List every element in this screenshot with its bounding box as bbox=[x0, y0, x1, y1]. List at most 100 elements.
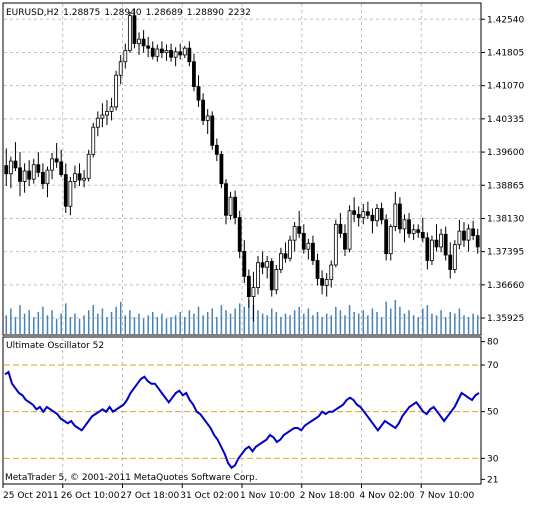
candle[interactable] bbox=[173, 47, 178, 67]
candle[interactable] bbox=[100, 103, 105, 128]
candle[interactable] bbox=[118, 54, 123, 85]
candle[interactable] bbox=[123, 43, 128, 69]
candle[interactable] bbox=[297, 210, 302, 238]
candle[interactable] bbox=[4, 148, 9, 186]
candle[interactable] bbox=[315, 253, 320, 286]
candle[interactable] bbox=[109, 97, 114, 121]
candle[interactable] bbox=[77, 163, 82, 186]
candle[interactable] bbox=[196, 75, 201, 107]
candle[interactable] bbox=[210, 111, 215, 150]
candle[interactable] bbox=[228, 191, 233, 220]
candle[interactable] bbox=[201, 93, 205, 125]
candle[interactable] bbox=[105, 100, 109, 125]
candle[interactable] bbox=[187, 41, 192, 67]
candle[interactable] bbox=[95, 111, 100, 137]
oscillator-pane[interactable]: Ultimate Oscillator 52 MetaTrader 5, © 2… bbox=[2, 336, 482, 485]
candle[interactable] bbox=[379, 202, 384, 225]
candle[interactable] bbox=[146, 36, 151, 58]
candle[interactable] bbox=[260, 251, 265, 275]
candle[interactable] bbox=[375, 204, 379, 227]
candle[interactable] bbox=[155, 44, 160, 62]
candle[interactable] bbox=[251, 271, 256, 322]
candle[interactable] bbox=[150, 41, 155, 60]
candle[interactable] bbox=[288, 235, 292, 262]
candle[interactable] bbox=[416, 224, 421, 238]
candle[interactable] bbox=[127, 12, 132, 53]
candle[interactable] bbox=[31, 158, 36, 184]
candle[interactable] bbox=[306, 238, 311, 260]
candle[interactable] bbox=[160, 41, 164, 59]
candle[interactable] bbox=[407, 213, 411, 238]
candle[interactable] bbox=[356, 206, 361, 227]
candle[interactable] bbox=[457, 219, 462, 250]
oscillator-axis[interactable]: 80 70 50 30 21 bbox=[481, 338, 499, 486]
oscillator-line[interactable] bbox=[4, 370, 480, 470]
candle[interactable] bbox=[219, 151, 224, 189]
candle[interactable] bbox=[246, 269, 251, 308]
candle[interactable] bbox=[292, 222, 297, 252]
time-axis[interactable]: 25 Oct 2011 26 Oct 10:00 27 Oct 18:00 31 Oc… bbox=[2, 484, 474, 501]
candle[interactable] bbox=[333, 219, 338, 268]
candle[interactable] bbox=[311, 235, 315, 265]
candle[interactable] bbox=[434, 224, 439, 252]
candle[interactable] bbox=[370, 208, 375, 234]
candle[interactable] bbox=[233, 190, 238, 225]
candle[interactable] bbox=[301, 224, 306, 254]
candle[interactable] bbox=[388, 224, 393, 261]
candle[interactable] bbox=[393, 191, 398, 232]
candle[interactable] bbox=[91, 122, 96, 158]
candle[interactable] bbox=[384, 214, 389, 261]
candle[interactable] bbox=[27, 160, 32, 186]
candle[interactable] bbox=[41, 163, 45, 190]
candle[interactable] bbox=[265, 255, 270, 279]
candle[interactable] bbox=[452, 240, 457, 274]
candle[interactable] bbox=[132, 8, 137, 49]
candle[interactable] bbox=[329, 260, 334, 288]
candle[interactable] bbox=[178, 43, 183, 60]
candle[interactable] bbox=[13, 142, 18, 172]
candle[interactable] bbox=[182, 45, 187, 59]
candle[interactable] bbox=[269, 258, 274, 297]
candle[interactable] bbox=[402, 214, 407, 243]
candle[interactable] bbox=[169, 43, 173, 62]
candle[interactable] bbox=[192, 53, 196, 92]
candle[interactable] bbox=[279, 247, 283, 274]
candle[interactable] bbox=[50, 152, 54, 180]
candle[interactable] bbox=[425, 232, 430, 270]
candle[interactable] bbox=[54, 143, 59, 168]
candle[interactable] bbox=[63, 163, 68, 214]
candle[interactable] bbox=[443, 226, 448, 261]
candle[interactable] bbox=[205, 109, 210, 134]
price-pane[interactable]: EURUSD,H2 1.28875 1.28940 1.28689 1.28890 223… bbox=[2, 2, 482, 336]
candle[interactable] bbox=[466, 224, 471, 252]
candle[interactable] bbox=[22, 163, 27, 193]
candle[interactable] bbox=[242, 240, 247, 284]
candle[interactable] bbox=[214, 138, 219, 162]
candle[interactable] bbox=[114, 70, 119, 111]
candle[interactable] bbox=[86, 149, 91, 182]
candle[interactable] bbox=[324, 273, 329, 297]
candle[interactable] bbox=[398, 197, 402, 234]
candle[interactable] bbox=[448, 242, 453, 279]
candle[interactable] bbox=[471, 220, 476, 241]
candle[interactable] bbox=[347, 205, 352, 253]
candle[interactable] bbox=[430, 235, 434, 265]
candle[interactable] bbox=[439, 228, 443, 253]
candle[interactable] bbox=[82, 170, 86, 188]
candle[interactable] bbox=[462, 222, 466, 247]
candle[interactable] bbox=[338, 213, 343, 238]
candle[interactable] bbox=[164, 44, 169, 61]
candle[interactable] bbox=[45, 166, 50, 198]
candle[interactable] bbox=[343, 224, 347, 256]
candle[interactable] bbox=[68, 176, 73, 216]
candle[interactable] bbox=[256, 255, 260, 295]
candle[interactable] bbox=[237, 210, 242, 259]
candle[interactable] bbox=[141, 30, 146, 53]
candle[interactable] bbox=[274, 264, 279, 295]
candle[interactable] bbox=[420, 217, 425, 243]
candle[interactable] bbox=[320, 270, 324, 295]
candle[interactable] bbox=[224, 179, 228, 225]
candle[interactable] bbox=[73, 165, 77, 189]
